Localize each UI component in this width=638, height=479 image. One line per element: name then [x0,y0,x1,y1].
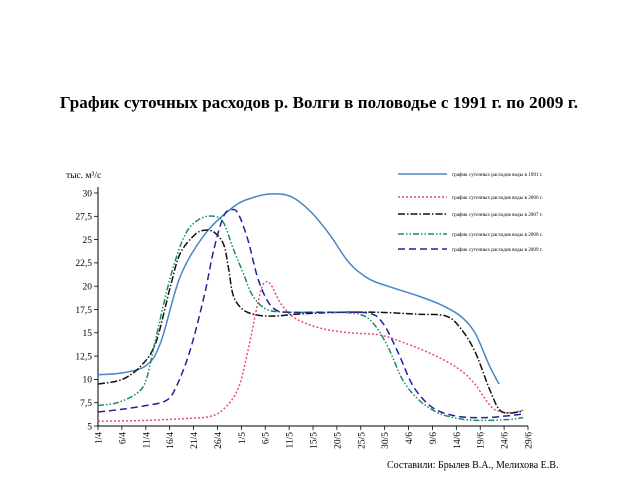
x-tick-label: 24/6 [501,432,511,449]
series-line-5 [97,208,524,419]
x-tick-label: 1/4 [95,432,105,444]
x-tick-label: 14/6 [453,432,463,449]
page-title: График суточных расходов р. Волги в поло… [59,93,579,112]
axes [97,187,528,427]
y-ticks: 5 7,5 10 12,5 15 17,5 20 22,5 25 27,5 30 [75,189,98,432]
legend-label-4: график суточных расходов воды в 2008 г. [452,231,543,238]
x-tick-label: 21/4 [190,432,200,449]
x-tick-label: 11/5 [286,432,296,449]
series-line-4 [97,215,524,422]
y-axis-label: тыс. м³/с [66,171,101,181]
y-tick-label: 22,5 [75,259,92,269]
y-tick-label: 7,5 [80,399,92,409]
x-tick-label: 20/5 [333,432,343,449]
x-tick-label: 26/4 [214,432,224,449]
y-tick-label: 20 [83,283,93,293]
x-tick-label: 29/6 [525,432,535,449]
y-tick-label: 15 [83,329,93,339]
y-tick-label: 27,5 [75,213,92,223]
legend-label-3: график суточных расходов воды в 2007 г. [452,211,543,218]
series-line-3 [97,229,524,414]
credits: Составили: Брылев В.А., Мелихова Е.В. [387,460,559,471]
legend-label-2: график суточных расходов воды в 2006 г. [452,194,543,201]
legend: график суточных расходов воды в 1991 г. г… [398,171,543,253]
x-tick-label: 4/6 [405,432,415,444]
x-tick-label: 30/5 [381,432,391,449]
x-tick-label: 19/6 [477,432,487,449]
y-tick-label: 12,5 [75,352,92,362]
x-tick-label: 15/5 [310,432,320,449]
x-tick-label: 11/4 [142,432,152,449]
legend-label-1: график суточных расходов воды в 1991 г. [452,171,543,178]
x-tick-label: 9/6 [429,432,439,444]
x-ticks: 1/4 6/4 11/4 16/4 21/4 26/4 1/5 6/5 11/5 15/5 20/5… [95,426,535,449]
x-tick-label: 16/4 [166,432,176,449]
legend-label-5: график суточных расходов воды в 2009 г. [452,246,543,253]
x-tick-label: 25/5 [357,432,367,449]
series-line-2 [97,280,524,423]
series-line-1 [97,193,500,385]
series-lines [97,193,524,423]
y-tick-label: 10 [83,376,93,386]
y-tick-label: 5 [87,422,92,432]
x-tick-label: 1/5 [238,432,248,444]
x-tick-label: 6/4 [118,432,128,444]
y-tick-label: 17,5 [75,306,92,316]
x-tick-label: 6/5 [262,432,272,444]
y-tick-label: 30 [83,189,93,199]
y-tick-label: 25 [83,236,93,246]
